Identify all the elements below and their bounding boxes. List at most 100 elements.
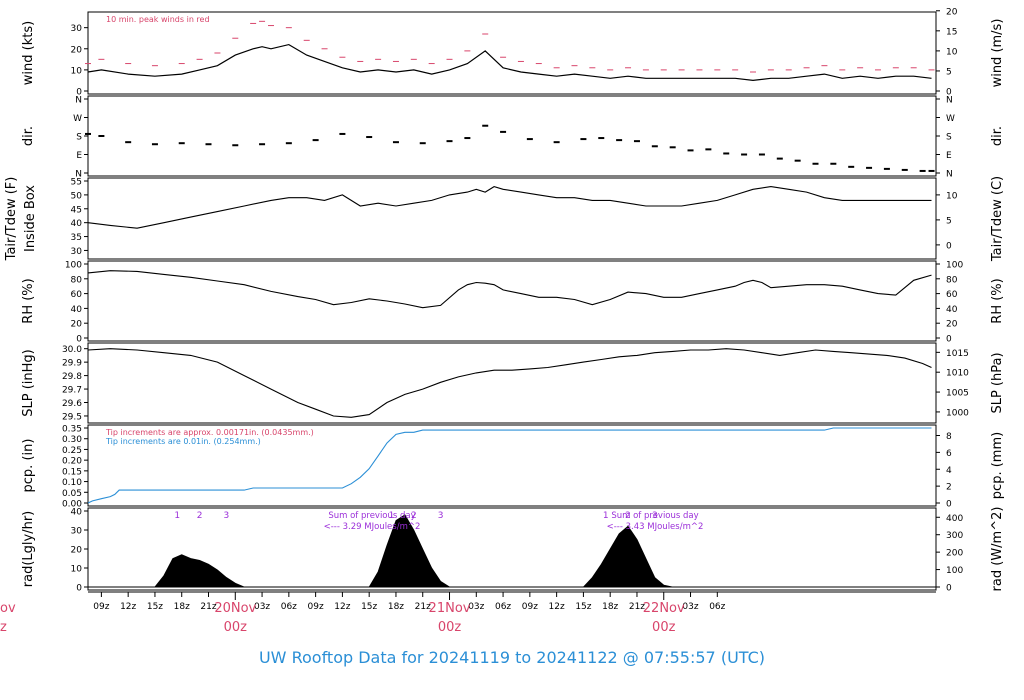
time-tick-label: 09z bbox=[308, 602, 324, 612]
rad-hour-label: 1 bbox=[603, 511, 609, 521]
right-tick-label-wind: 0 bbox=[946, 88, 952, 98]
right-tick-label-rh: 0 bbox=[946, 335, 952, 345]
left-tick-label-rad: 20 bbox=[71, 546, 83, 556]
day-marker-date: 22Nov bbox=[643, 601, 685, 616]
panel-frame-wind bbox=[87, 11, 937, 95]
left-tick-label-rad: 30 bbox=[71, 527, 83, 537]
right-tick-label-rh: 80 bbox=[946, 275, 958, 285]
left-tick-label-pcp: 0.10 bbox=[62, 478, 82, 488]
left-tick-label-dir: W bbox=[73, 114, 82, 124]
time-tick-label: 18z bbox=[602, 602, 618, 612]
left-tick-label-slp: 29.7 bbox=[62, 386, 82, 396]
ylabel-right-slp: SLP (hPa) bbox=[990, 352, 1005, 413]
right-tick-label-pcp: 4 bbox=[946, 466, 952, 476]
ylabel-right-dir: dir. bbox=[990, 126, 1005, 146]
time-tick-label: 06z bbox=[495, 602, 511, 612]
panel-frame-rh bbox=[87, 260, 937, 342]
ylabel-left-rad: rad(Lgly/hr) bbox=[21, 511, 36, 587]
rad-hour-label: 1 bbox=[389, 511, 395, 521]
left-tick-label-rh: 60 bbox=[71, 290, 83, 300]
rad-day-summary-label: Sum of previous day bbox=[611, 511, 698, 521]
ylabel-left-rh: RH (%) bbox=[21, 278, 36, 323]
ylabel-right-wind: wind (m/s) bbox=[990, 19, 1005, 88]
time-tick-label: 03z bbox=[682, 602, 698, 612]
day-marker-date-cut: ov bbox=[0, 601, 16, 616]
left-tick-label-temp: 55 bbox=[71, 178, 82, 188]
right-tick-label-wind: 10 bbox=[946, 47, 958, 57]
day-marker-date: 20Nov bbox=[214, 601, 256, 616]
right-tick-label-rh: 20 bbox=[946, 320, 958, 330]
right-tick-label-wind: 5 bbox=[946, 67, 952, 77]
day-marker-time-cut: z bbox=[0, 620, 7, 635]
left-tick-label-dir: N bbox=[75, 96, 82, 106]
time-tick-label: 12z bbox=[549, 602, 565, 612]
right-tick-label-dir: S bbox=[946, 133, 952, 143]
day-marker-date: 21Nov bbox=[429, 601, 471, 616]
left-tick-label-slp: 30.0 bbox=[62, 345, 82, 355]
right-tick-label-wind: 15 bbox=[946, 27, 957, 37]
time-tick-label: 09z bbox=[93, 602, 109, 612]
pcp-annotation-blue: Tip increments are 0.01in. (0.254mm.) bbox=[105, 437, 261, 446]
left-tick-label-rh: 40 bbox=[71, 305, 83, 315]
right-tick-label-pcp: 6 bbox=[946, 449, 952, 459]
ylabel-right-rh: RH (%) bbox=[990, 278, 1005, 323]
ylabel-right-rad: rad (W/m^2) bbox=[990, 507, 1005, 592]
ylabel-right-temp: Tair/Tdew (C) bbox=[990, 176, 1005, 262]
left-tick-label-temp: 50 bbox=[71, 191, 83, 201]
ylabel-left-dir: dir. bbox=[21, 126, 36, 146]
left-tick-label-rad: 0 bbox=[76, 584, 82, 594]
panel-frame-dir bbox=[87, 95, 937, 177]
ylabel-left2-temp: Inside Box bbox=[23, 185, 38, 252]
right-tick-label-dir: N bbox=[946, 96, 953, 106]
left-tick-label-rh: 20 bbox=[71, 320, 83, 330]
left-tick-label-pcp: 0.30 bbox=[62, 435, 82, 445]
right-tick-label-temp: 10 bbox=[946, 191, 958, 201]
time-tick-label: 03z bbox=[254, 602, 270, 612]
time-tick-label: 21z bbox=[415, 602, 431, 612]
left-tick-label-wind: 0 bbox=[76, 88, 82, 98]
time-tick-label: 09z bbox=[522, 602, 538, 612]
figure-footer-title: UW Rooftop Data for 20241119 to 20241122… bbox=[258, 648, 766, 667]
time-tick-label: 15z bbox=[575, 602, 591, 612]
rad-day-summary-value: <--- 3.29 MJoules/m^2 bbox=[324, 522, 421, 532]
right-tick-label-pcp: 2 bbox=[946, 483, 952, 493]
rad-area bbox=[154, 514, 673, 588]
time-tick-label: 06z bbox=[709, 602, 725, 612]
ylabel-left-wind: wind (kts) bbox=[21, 21, 36, 85]
pcp-annotation-red: Tip increments are approx. 0.00171in. (0… bbox=[105, 428, 314, 437]
ylabel-left-pcp: pcp. (in) bbox=[21, 439, 36, 493]
left-tick-label-slp: 29.9 bbox=[62, 359, 82, 369]
right-tick-label-temp: 0 bbox=[946, 241, 952, 251]
rad-hour-label: 3 bbox=[652, 511, 658, 521]
time-tick-label: 12z bbox=[334, 602, 350, 612]
right-tick-label-rh: 40 bbox=[946, 305, 958, 315]
left-tick-label-dir: S bbox=[76, 133, 82, 143]
day-marker-time: 00z bbox=[652, 620, 676, 635]
right-tick-label-dir: E bbox=[946, 151, 952, 161]
right-tick-label-rh: 100 bbox=[946, 261, 963, 271]
day-marker-time: 00z bbox=[224, 620, 248, 635]
left-tick-label-pcp: 0.00 bbox=[62, 500, 82, 510]
left-tick-label-rad: 10 bbox=[71, 565, 83, 575]
time-tick-label: 12z bbox=[120, 602, 136, 612]
rad-hour-label: 3 bbox=[223, 511, 229, 521]
time-tick-label: 21z bbox=[200, 602, 216, 612]
rad-day-summary-value: <--- 3.43 MJoules/m^2 bbox=[607, 522, 704, 532]
rad-hour-label: 2 bbox=[625, 511, 631, 521]
left-tick-label-pcp: 0.05 bbox=[62, 489, 82, 499]
right-tick-label-temp: 5 bbox=[946, 216, 952, 226]
left-tick-label-pcp: 0.35 bbox=[62, 425, 82, 435]
rad-hour-label: 2 bbox=[411, 511, 417, 521]
right-tick-label-rad: 200 bbox=[946, 549, 963, 559]
wind-annotation: 10 min. peak winds in red bbox=[106, 15, 210, 24]
right-tick-label-rad: 100 bbox=[946, 566, 963, 576]
time-tick-label: 21z bbox=[629, 602, 645, 612]
left-tick-label-slp: 29.8 bbox=[62, 372, 82, 382]
day-marker-time: 00z bbox=[438, 620, 462, 635]
right-tick-label-rad: 0 bbox=[946, 584, 952, 594]
time-tick-label: 15z bbox=[147, 602, 163, 612]
slp-series-line bbox=[87, 348, 932, 418]
left-tick-label-pcp: 0.20 bbox=[62, 457, 82, 467]
right-tick-label-slp: 1000 bbox=[946, 408, 969, 418]
rad-hour-label: 2 bbox=[197, 511, 203, 521]
